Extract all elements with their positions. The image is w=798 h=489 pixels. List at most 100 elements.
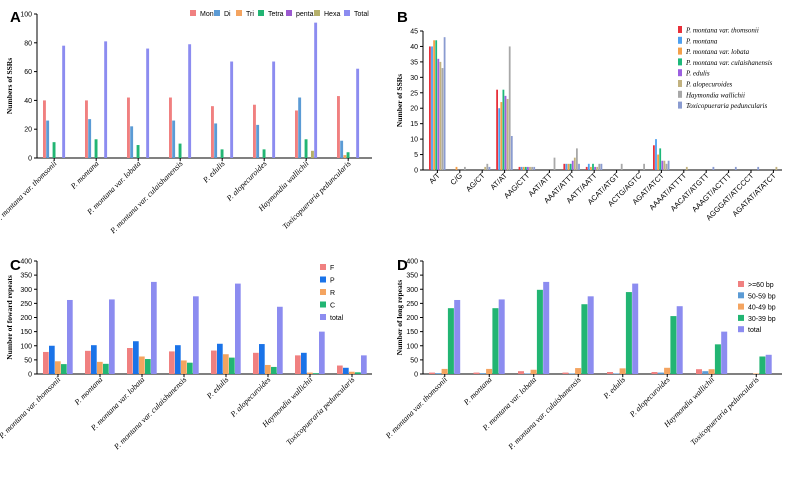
legend-label: R: [330, 290, 335, 297]
y-tick-label: 200: [406, 315, 418, 322]
legend-swatch: [738, 314, 744, 321]
legend-swatch: [738, 281, 744, 287]
panel-letter: A: [10, 9, 21, 26]
bar: [109, 299, 115, 374]
bar: [217, 343, 223, 374]
legend-swatch: [286, 10, 292, 16]
bar: [613, 373, 620, 374]
bar: [576, 148, 578, 170]
bar: [272, 61, 276, 158]
bar: [67, 299, 73, 374]
bar: [670, 316, 677, 374]
bar: [175, 345, 181, 374]
bar: [484, 166, 487, 170]
bar: [253, 104, 256, 158]
y-axis-label: Number of foward repeats: [5, 275, 14, 360]
bar: [464, 166, 466, 170]
bar: [753, 373, 760, 374]
y-tick-label: 150: [406, 329, 418, 336]
bar: [702, 371, 709, 374]
bar: [598, 163, 601, 170]
bar: [565, 163, 568, 170]
y-tick-label: 400: [20, 259, 32, 266]
bar: [46, 120, 50, 158]
legend-label: F: [330, 265, 334, 272]
legend-label: 50-59 bp: [748, 293, 776, 300]
bar: [181, 360, 187, 374]
bar: [620, 163, 623, 170]
x-tick-label: P. montana var. culaishanensis: [506, 375, 583, 452]
bar: [429, 372, 435, 374]
y-tick-label: 50: [410, 357, 418, 364]
bar: [657, 372, 664, 374]
panel-letter: D: [397, 257, 408, 274]
x-tick-label: AT/AT: [488, 171, 509, 192]
bar: [429, 46, 431, 170]
bar: [619, 368, 626, 374]
y-tick-label: 30: [410, 75, 418, 82]
bar: [136, 145, 140, 158]
y-tick-label: 350: [20, 273, 32, 280]
bar: [265, 364, 271, 374]
bar: [655, 139, 657, 170]
bar: [223, 354, 229, 374]
legend-label: penta: [296, 11, 314, 18]
bar: [307, 372, 313, 374]
y-tick-label: 100: [20, 12, 32, 19]
bar: [508, 46, 511, 170]
bar: [520, 166, 523, 170]
bar: [568, 373, 575, 374]
bar: [271, 366, 277, 374]
legend-label: P. montana var. thomsonii: [685, 27, 759, 35]
bar: [486, 368, 493, 374]
legend-swatch: [190, 10, 196, 16]
x-tick-label: P. montana var. culaishanensis: [108, 159, 185, 236]
bar: [151, 281, 157, 374]
x-tick-label: C/G: [448, 171, 464, 187]
bar: [346, 152, 350, 158]
bar: [61, 364, 67, 374]
bar: [506, 98, 509, 170]
bar: [146, 48, 150, 159]
bar: [667, 160, 670, 170]
y-tick-label: 5: [414, 152, 418, 159]
legend-swatch: [320, 276, 326, 283]
bar: [578, 163, 580, 170]
bar: [454, 299, 461, 374]
bar: [337, 365, 343, 374]
legend-swatch: [236, 10, 242, 16]
legend-swatch: [258, 10, 264, 16]
bar: [498, 299, 505, 374]
bar: [685, 166, 688, 170]
bar: [632, 283, 639, 374]
y-tick-label: 0: [414, 168, 418, 175]
legend-swatch: [344, 10, 350, 16]
bar: [295, 355, 301, 374]
x-tick-label: P. alopecuroides: [627, 375, 671, 419]
bar: [759, 356, 766, 374]
bar: [664, 367, 671, 374]
bar: [169, 351, 175, 374]
bar: [97, 361, 103, 374]
bar: [188, 44, 192, 158]
bar: [62, 45, 66, 158]
legend-label: Tetra: [268, 11, 284, 18]
legend-label: P. montana: [685, 37, 718, 45]
legend-swatch: [320, 264, 326, 270]
y-tick-label: 10: [410, 137, 418, 144]
bar: [295, 110, 298, 158]
bar: [91, 345, 97, 374]
bar: [253, 352, 259, 374]
bar: [653, 145, 655, 170]
bar: [356, 68, 360, 158]
bar: [277, 306, 283, 374]
legend-label: Toxicopueraria peduncularis: [686, 102, 767, 110]
bar: [712, 166, 715, 170]
y-tick-label: 20: [24, 127, 32, 134]
legend-label: Hexa: [324, 11, 340, 18]
legend-label: 40-49 bp: [748, 305, 776, 312]
bar: [298, 97, 302, 158]
bar: [220, 149, 224, 158]
bar: [435, 40, 438, 171]
